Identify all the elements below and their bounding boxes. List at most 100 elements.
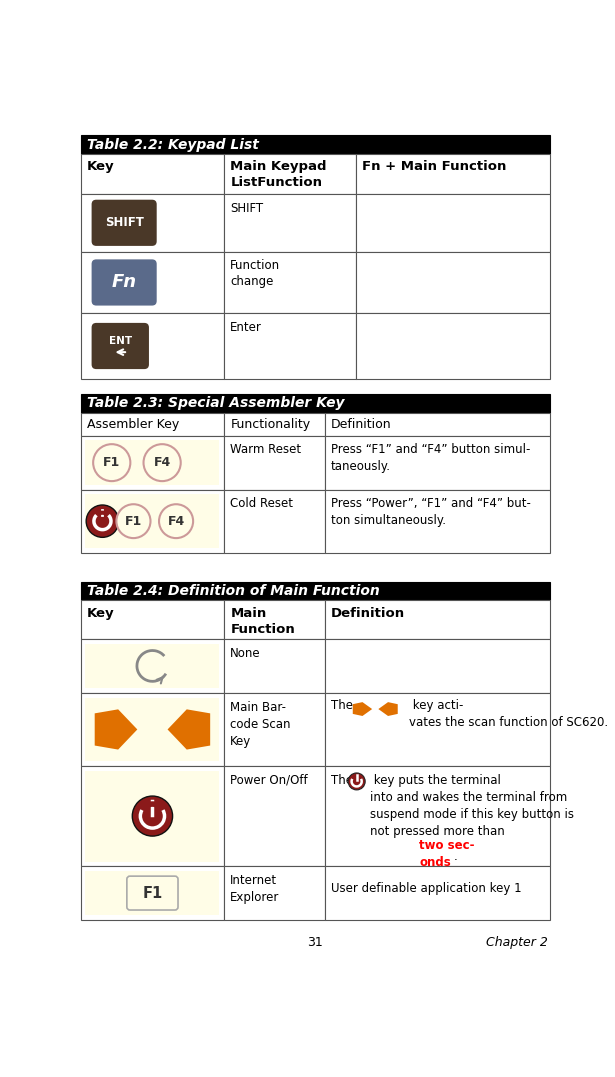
Bar: [81, 866, 224, 920]
Text: Internet
Explorer: Internet Explorer: [231, 873, 280, 904]
Bar: [81, 601, 224, 639]
FancyBboxPatch shape: [92, 199, 157, 246]
Bar: [85, 698, 220, 761]
Bar: [224, 490, 325, 553]
Bar: [224, 194, 356, 252]
Text: The: The: [331, 773, 357, 786]
Bar: [85, 644, 220, 688]
Text: F4: F4: [154, 457, 171, 470]
Text: Definition: Definition: [331, 418, 392, 431]
Text: Main
Function: Main Function: [231, 606, 295, 635]
Bar: [325, 693, 550, 766]
Bar: [325, 412, 550, 436]
Text: ENT: ENT: [109, 336, 132, 347]
Bar: [81, 252, 224, 313]
Bar: [325, 766, 550, 866]
Text: Table 2.4: Definition of Main Function: Table 2.4: Definition of Main Function: [87, 584, 379, 598]
Text: Power On/Off: Power On/Off: [231, 773, 308, 786]
Text: User definable application key 1: User definable application key 1: [331, 882, 522, 895]
Bar: [325, 601, 550, 639]
Bar: [81, 136, 550, 154]
Text: SHIFT: SHIFT: [105, 216, 143, 229]
Text: F1: F1: [103, 457, 121, 470]
Bar: [325, 436, 550, 490]
Bar: [224, 693, 325, 766]
Text: Table 2.2: Keypad List: Table 2.2: Keypad List: [87, 138, 259, 152]
Bar: [85, 870, 220, 915]
Text: 31: 31: [307, 936, 323, 949]
Text: Key: Key: [87, 606, 114, 619]
Bar: [85, 494, 220, 548]
Polygon shape: [95, 710, 137, 750]
Bar: [224, 412, 325, 436]
Circle shape: [348, 773, 365, 789]
Text: SHIFT: SHIFT: [231, 201, 263, 214]
Bar: [224, 436, 325, 490]
Bar: [81, 154, 224, 194]
Bar: [224, 154, 356, 194]
Bar: [356, 194, 550, 252]
Bar: [81, 412, 224, 436]
Circle shape: [159, 504, 193, 538]
Text: two sec-
onds: two sec- onds: [419, 839, 475, 869]
Circle shape: [86, 505, 119, 537]
Text: Cold Reset: Cold Reset: [231, 498, 293, 510]
Bar: [81, 436, 224, 490]
Text: key puts the terminal
into and wakes the terminal from
suspend mode if this key : key puts the terminal into and wakes the…: [370, 773, 574, 838]
Text: Chapter 2: Chapter 2: [486, 936, 548, 949]
Bar: [224, 252, 356, 313]
Text: Press “Power”, “F1” and “F4” but-
ton simultaneously.: Press “Power”, “F1” and “F4” but- ton si…: [331, 498, 531, 528]
Bar: [224, 639, 325, 693]
Bar: [81, 313, 224, 379]
Text: F4: F4: [167, 515, 184, 528]
Bar: [325, 639, 550, 693]
Text: Press “F1” and “F4” button simul-
taneously.: Press “F1” and “F4” button simul- taneou…: [331, 444, 531, 474]
Bar: [81, 490, 224, 553]
Bar: [224, 313, 356, 379]
Text: Main Keypad
ListFunction: Main Keypad ListFunction: [231, 160, 327, 190]
FancyBboxPatch shape: [92, 260, 157, 306]
Bar: [81, 766, 224, 866]
Bar: [356, 154, 550, 194]
Bar: [224, 866, 325, 920]
Text: F1: F1: [142, 885, 162, 900]
Circle shape: [93, 444, 130, 481]
Text: .: .: [453, 850, 458, 863]
Text: Fn: Fn: [111, 274, 137, 292]
Polygon shape: [167, 710, 210, 750]
Bar: [81, 394, 550, 412]
Circle shape: [132, 796, 173, 836]
Text: Enter: Enter: [231, 321, 262, 334]
Bar: [81, 194, 224, 252]
Text: Functionality: Functionality: [231, 418, 311, 431]
Circle shape: [116, 504, 151, 538]
Text: The: The: [331, 699, 357, 712]
Bar: [325, 866, 550, 920]
Polygon shape: [378, 702, 398, 716]
Bar: [224, 601, 325, 639]
Circle shape: [143, 444, 181, 481]
Text: Function
change: Function change: [231, 260, 280, 289]
Bar: [356, 252, 550, 313]
Text: Key: Key: [87, 160, 114, 173]
Bar: [85, 771, 220, 862]
Text: Assembler Key: Assembler Key: [87, 418, 179, 431]
Bar: [81, 582, 550, 601]
Bar: [81, 693, 224, 766]
Text: key acti-
vates the scan function of SC620.: key acti- vates the scan function of SC6…: [408, 699, 608, 729]
FancyBboxPatch shape: [127, 877, 178, 910]
Bar: [85, 440, 220, 485]
Text: Warm Reset: Warm Reset: [231, 444, 301, 457]
Bar: [356, 313, 550, 379]
Text: Main Bar-
code Scan
Key: Main Bar- code Scan Key: [231, 700, 291, 747]
FancyBboxPatch shape: [92, 323, 149, 369]
Text: Fn + Main Function: Fn + Main Function: [362, 160, 506, 173]
Text: None: None: [231, 646, 261, 660]
Text: Table 2.3: Special Assembler Key: Table 2.3: Special Assembler Key: [87, 396, 344, 410]
Text: Definition: Definition: [331, 606, 405, 619]
Text: F1: F1: [125, 515, 142, 528]
Polygon shape: [353, 702, 372, 716]
Bar: [224, 766, 325, 866]
Bar: [325, 490, 550, 553]
Bar: [81, 639, 224, 693]
